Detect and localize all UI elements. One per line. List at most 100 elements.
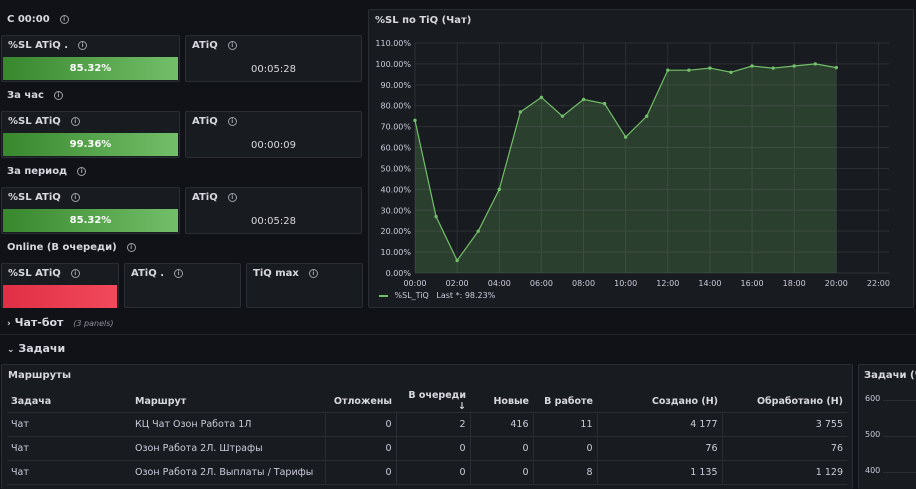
table-cell: 416 [469, 412, 533, 437]
table-cell: 0 [469, 436, 533, 461]
data-point [476, 229, 480, 233]
sl-panel-since-midnight: %SL ATiQ .i 85.32% [1, 35, 180, 82]
chart-legend[interactable]: %SL_TiQ Last *: 98.23% [379, 291, 495, 300]
y-tick-label: 20.00% [380, 227, 411, 236]
table-cell: Озон Работа 2Л. Выплаты / Тарифы [131, 460, 325, 485]
table-cell: 0 [532, 436, 597, 461]
data-point [434, 214, 438, 219]
column-header[interactable]: В работе [533, 390, 597, 413]
row-chatbot[interactable]: › Чат-бот (3 panels) [7, 316, 114, 329]
data-point [687, 68, 691, 72]
tasks-chart-panel: Задачи (Чат 600 500 400 [858, 364, 916, 489]
info-icon[interactable]: i [70, 192, 80, 202]
column-header[interactable]: Создано (Н) [597, 390, 722, 413]
table-cell: Озон Работа 2Л. Штрафы [131, 436, 325, 461]
info-icon[interactable]: i [77, 166, 87, 176]
table-cell: 76 [721, 436, 847, 461]
info-icon[interactable]: i [70, 268, 80, 278]
chevron-down-icon: ⌄ [7, 345, 15, 355]
section-title-per-period: За период i [7, 166, 87, 177]
table-cell: КЦ Чат Озон Работа 1Л [131, 412, 325, 437]
column-header[interactable]: Новые [470, 390, 533, 413]
table-cell: 3 755 [721, 412, 847, 437]
data-point [813, 62, 817, 66]
x-tick-label: 22:00 [867, 279, 890, 288]
sl-panel-per-period: %SL ATiQ i 85.32% [1, 187, 180, 234]
x-tick-label: 10:00 [614, 279, 637, 288]
atiq-value: 00:05:28 [251, 216, 296, 227]
sl-chart-panel: %SL по TiQ (Чат) 0.00% 10.00% 20.00% 30.00%… [368, 9, 914, 308]
atiq-panel-online: ATiQ .i [124, 263, 241, 308]
data-point [834, 65, 839, 70]
table-cell: 8 [532, 460, 597, 485]
routes-title: Маршруты [8, 370, 71, 381]
chart-title: %SL по TiQ (Чат) [375, 15, 472, 26]
data-point [792, 64, 796, 68]
y-tick-label: 0.00% [386, 269, 412, 278]
data-point [645, 114, 649, 118]
grid-line [883, 400, 916, 401]
data-point [666, 68, 670, 72]
row-tasks[interactable]: ⌄ Задачи [7, 342, 66, 355]
info-icon[interactable]: i [227, 40, 237, 50]
column-header[interactable]: Задача [7, 390, 131, 413]
table-cell: 1 135 [596, 460, 722, 485]
column-header[interactable]: В очереди ↓ [396, 390, 470, 413]
routes-panel: Маршруты Задача Маршрут Отложены В очереди … [1, 364, 853, 489]
y-tick-label: 60.00% [380, 144, 411, 153]
y-tick-label: 400 [865, 466, 881, 475]
y-tick-label: 600 [865, 394, 881, 403]
y-tick-label: 500 [865, 430, 881, 439]
table-row[interactable]: Чат Озон Работа 2Л. Выплаты / Тарифы 0 0 0 8 1… [7, 460, 847, 485]
sl-gauge-bar: 85.32% [3, 209, 178, 232]
y-tick-label: 100.00% [375, 60, 411, 69]
x-tick-label: 02:00 [446, 279, 469, 288]
info-icon[interactable]: i [70, 116, 80, 126]
table-cell: Чат [7, 412, 131, 437]
info-icon[interactable]: i [227, 116, 237, 126]
tiq-max-panel-online: TiQ max i [246, 263, 363, 308]
x-tick-label: 12:00 [656, 279, 679, 288]
grid-line [883, 472, 916, 473]
y-tick-label: 40.00% [380, 185, 411, 194]
info-icon[interactable]: i [227, 192, 237, 202]
info-icon[interactable]: i [53, 90, 63, 100]
x-tick-label: 14:00 [698, 279, 721, 288]
table-cell: Чат [7, 460, 131, 485]
series-area [415, 63, 837, 274]
table-row[interactable]: Чат КЦ Чат Озон Работа 1Л 0 2 416 11 4 177 3 75… [7, 412, 847, 437]
atiq-panel-per-hour: ATiQ i 00:00:09 [185, 111, 362, 158]
table-cell: 1 129 [721, 460, 847, 485]
column-header[interactable]: Маршрут [131, 390, 325, 413]
info-icon[interactable]: i [59, 14, 69, 24]
chevron-right-icon: › [7, 319, 11, 329]
x-tick-label: 08:00 [572, 279, 595, 288]
table-cell: 0 [324, 460, 396, 485]
column-header[interactable]: Обработано (Н) [722, 390, 847, 413]
y-tick-label: 30.00% [380, 206, 411, 215]
row-divider [0, 334, 916, 335]
x-tick-label: 20:00 [825, 279, 848, 288]
table-cell: 76 [596, 436, 722, 461]
info-icon[interactable]: i [308, 268, 318, 278]
table-cell: 0 [324, 412, 396, 437]
section-title-online: Online (В очереди) i [7, 242, 136, 253]
column-header[interactable]: Отложены [325, 390, 396, 413]
legend-swatch [379, 294, 388, 297]
table-cell: 0 [395, 460, 470, 485]
sl-gauge-bar: 85.32% [3, 57, 178, 80]
data-point [518, 110, 523, 114]
info-icon[interactable]: i [126, 242, 136, 252]
table-cell: 2 [395, 412, 470, 437]
info-icon[interactable]: i [78, 40, 88, 50]
data-point [413, 118, 417, 123]
info-icon[interactable]: i [174, 268, 183, 278]
data-point [539, 95, 544, 100]
data-point [750, 64, 754, 68]
y-tick-label: 50.00% [380, 164, 411, 173]
section-title-per-hour: За час i [7, 90, 63, 101]
table-row[interactable]: Чат Озон Работа 2Л. Штрафы 0 0 0 0 76 76 [7, 436, 847, 461]
table-cell: Чат [7, 436, 131, 461]
data-point [581, 97, 586, 102]
grid-line [883, 436, 916, 437]
